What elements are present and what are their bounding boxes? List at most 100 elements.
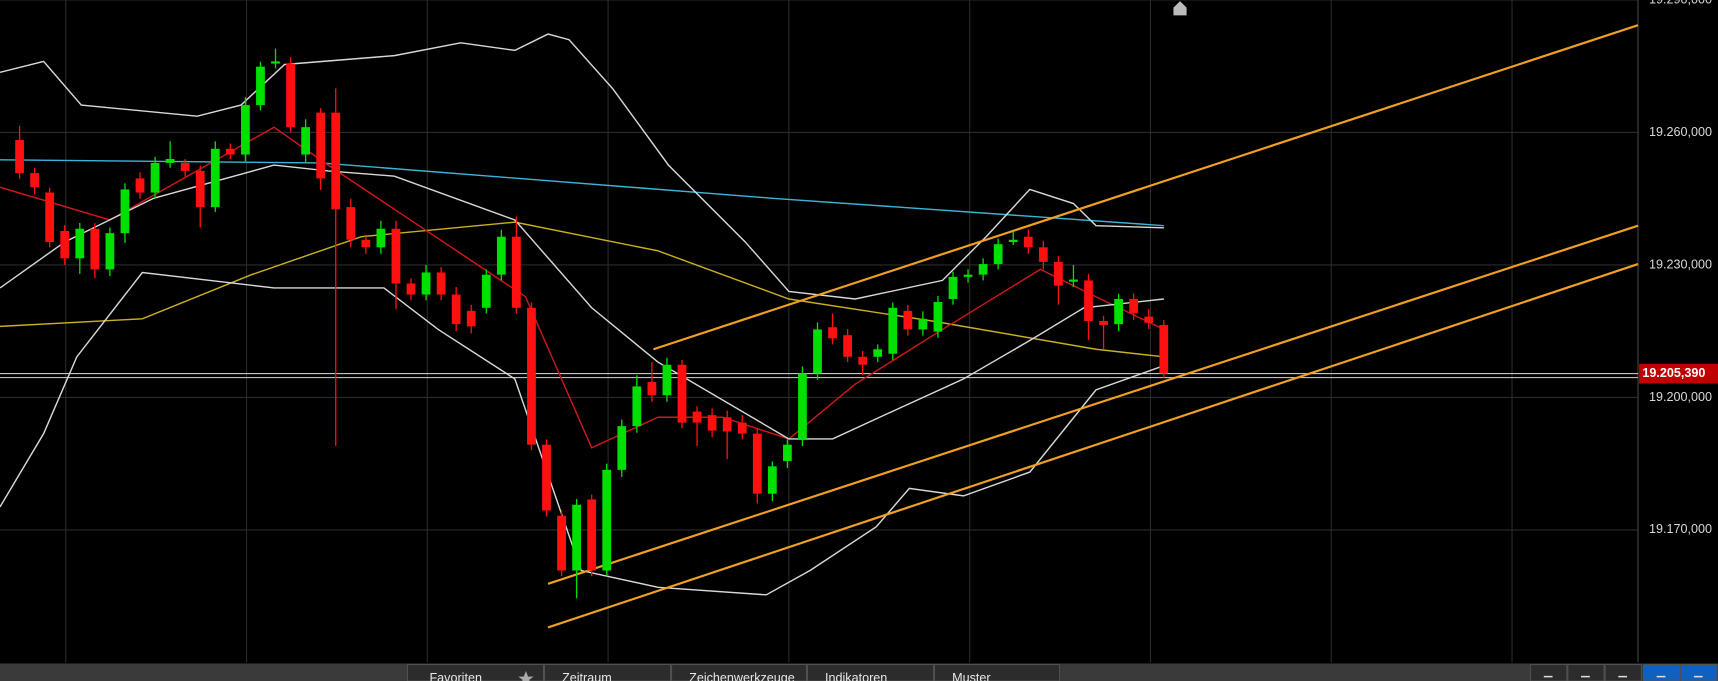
candle-body [843,335,852,357]
candle-body [813,329,822,374]
candle-body [587,499,597,571]
toolbar-icon-button[interactable] [1530,664,1568,681]
y-tick-label: 19.260,000 [1649,125,1712,139]
candle-body [30,173,40,188]
candle-body [993,244,1003,265]
candle-body [1069,279,1078,282]
toolbar-button-label: Zeitraum [562,671,612,681]
candle-body [150,162,160,193]
candle-body [135,178,145,193]
candle-body [963,274,973,277]
candle-body [301,127,311,155]
y-tick-label: 19.200,000 [1649,390,1712,404]
candle-body [798,373,807,439]
toolbar-button[interactable] [671,664,807,681]
candle-body [617,426,627,470]
candle-body [346,207,356,240]
candle-body [873,349,883,357]
indicator-line [0,126,1165,449]
candle-body [210,148,220,208]
indicator-line [547,263,1639,629]
candle-body [331,112,341,210]
candle-body [60,230,70,259]
toolbar-button-label: Zeichenwerkzeuge [689,671,795,681]
toolbar-button[interactable] [807,664,934,681]
candle-body [542,444,551,511]
candle-body [632,386,642,427]
candle-body [978,264,988,275]
toolbar-icon-button[interactable] [1643,664,1681,681]
toolbar-button-label: Indikatoren [825,671,887,681]
candle-body [225,148,235,155]
candle-body [1054,261,1063,286]
candle-body [752,433,762,494]
candle-body [15,139,24,174]
candle-body [421,272,431,295]
candle-body [180,162,190,171]
candle-body [692,411,702,423]
candle-body [647,381,657,396]
candle-body [512,236,521,308]
candle-body [195,170,205,208]
candle-body [1114,298,1123,325]
candle-body [903,310,913,330]
candle-body [572,504,582,571]
candle-body [496,236,506,275]
candle-body [406,283,416,295]
candle-body [286,63,295,128]
price-label-box [1639,363,1718,384]
candle-body [1159,325,1169,374]
candle-body [1008,239,1018,242]
candle-body [783,444,792,462]
candle-body [707,415,717,431]
toolbar-icon-button[interactable] [1680,664,1718,681]
candle-body [527,307,536,445]
candle-body [90,228,100,270]
candle-body [75,228,85,259]
y-tick-label: 19.170,000 [1649,522,1712,536]
candle-body [361,239,371,248]
toolbar-button[interactable] [544,664,671,681]
price-label: 19.205,390 [1642,366,1705,380]
indicator-line [0,159,1164,227]
candle-body [1099,321,1108,326]
toolbar-button-label: Muster [952,671,990,681]
candle-body [1084,280,1093,322]
candle-body [662,364,672,396]
candle-body [918,318,928,330]
candle-body [888,307,898,354]
candle-body [376,228,386,248]
candle-body [767,466,777,494]
candle-body [165,158,175,163]
home-icon[interactable] [1173,1,1187,16]
toolbar-button[interactable] [934,664,1060,681]
candle-body [316,112,326,179]
toolbar-button-label: Favoriten [430,671,482,681]
indicator-line [0,271,1165,596]
candle-body [1144,316,1154,323]
indicator-line [547,224,1639,585]
candle-body [120,189,130,234]
indicator-line [0,221,1164,358]
candle-body [737,422,747,434]
candle-body [45,192,55,242]
toolbar-button[interactable] [407,664,544,681]
toolbar-icon-button[interactable] [1567,664,1605,681]
candle-body [1038,247,1048,262]
candle-body [105,233,115,270]
candle-body [481,274,491,308]
y-tick-label: 19.290,000 [1649,0,1712,6]
candle-body [722,417,732,432]
candle-body [451,294,461,325]
indicator-line [653,24,1639,351]
candle-body [677,364,687,423]
candle-body [466,310,476,327]
star-icon [518,671,534,681]
candle-body [933,302,943,332]
toolbar-icon-button[interactable] [1604,664,1642,681]
candle-body [602,469,612,571]
candle-body [828,327,837,339]
y-tick-label: 19.230,000 [1649,257,1712,271]
